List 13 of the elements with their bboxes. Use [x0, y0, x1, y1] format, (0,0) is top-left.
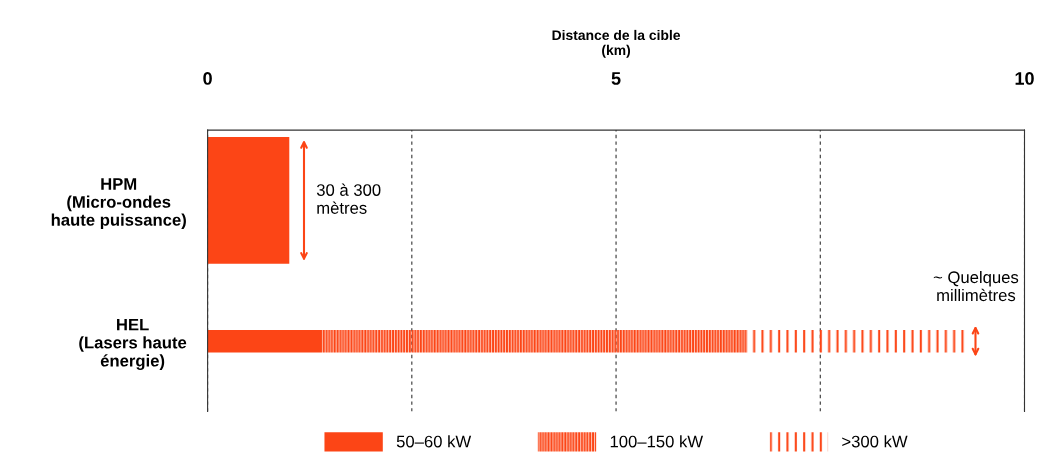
x-axis-title: Distance de la cible (km) — [552, 29, 681, 58]
legend-label: 100–150 kW — [610, 435, 704, 448]
x-tick-label: 10 — [1015, 72, 1034, 85]
y-tick-label: HEL (Lasers haute énergie) — [79, 318, 187, 370]
bar — [746, 329, 968, 353]
annotation: ~ Quelques millimètres — [933, 270, 1019, 302]
bar — [321, 329, 747, 353]
legend-label: >300 kW — [842, 435, 908, 448]
x-tick-label: 0 — [203, 72, 212, 85]
annotation: 30 à 300 mètres — [316, 183, 381, 214]
legend-label: 50–60 kW — [396, 435, 472, 448]
y-tick-label: HPM (Micro-ondes haute puissance) — [51, 178, 186, 230]
x-tick-label: 5 — [611, 72, 621, 85]
